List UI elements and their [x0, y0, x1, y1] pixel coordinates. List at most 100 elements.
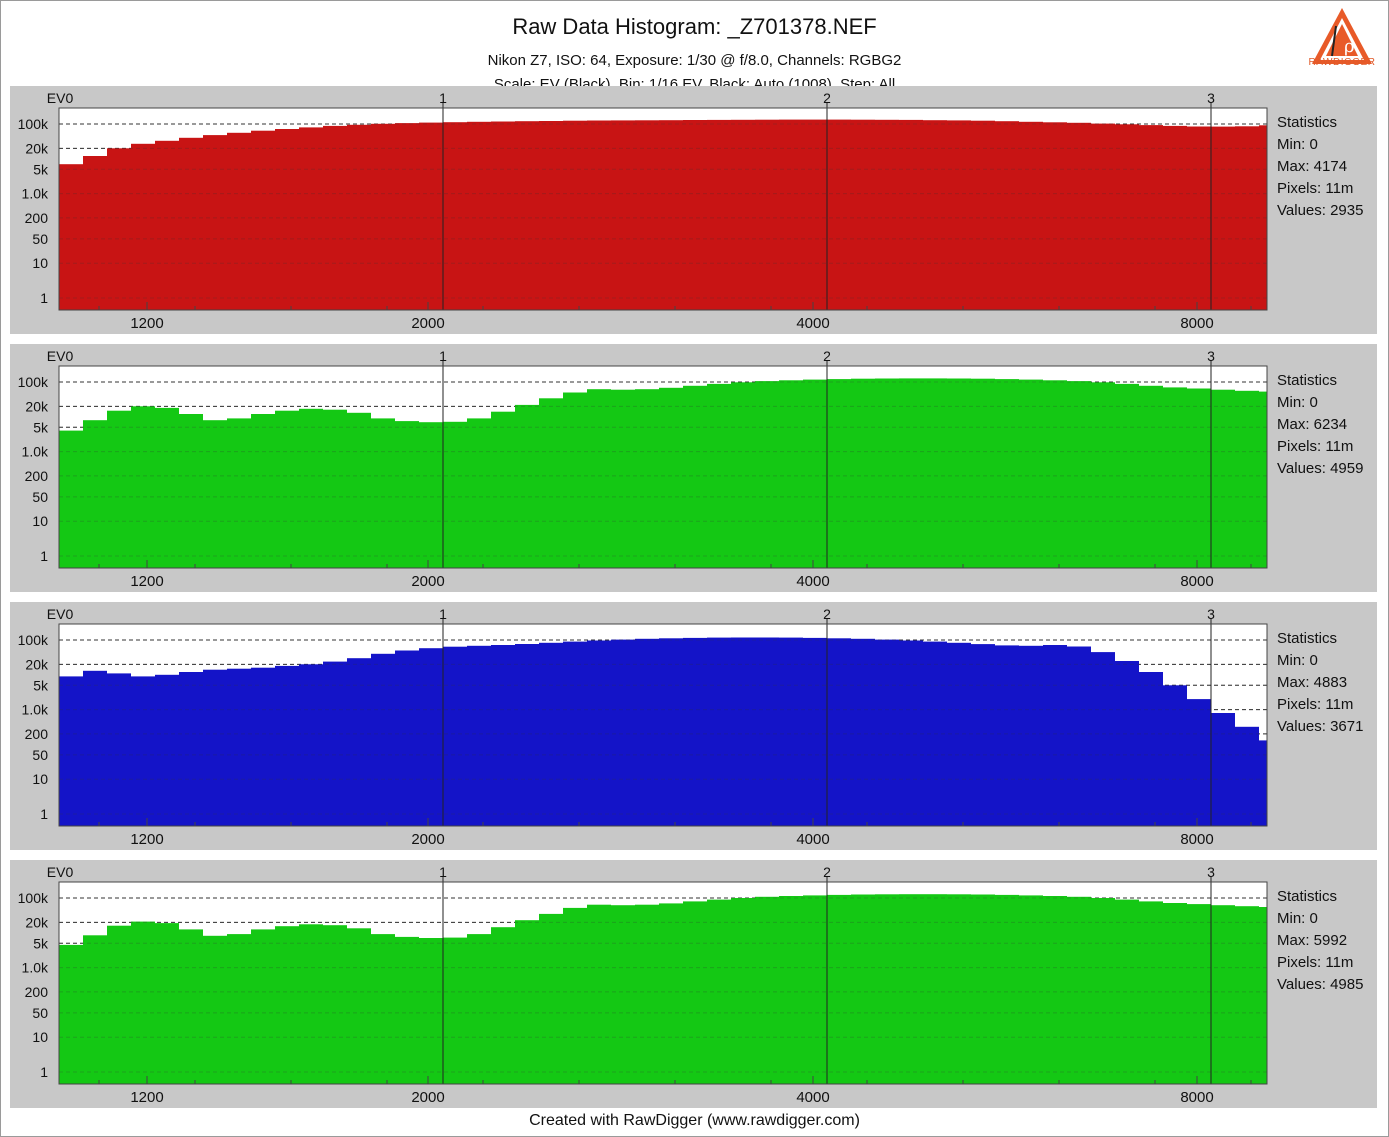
stats-heading: Statistics	[1277, 630, 1338, 647]
y-tick-label: 200	[25, 984, 49, 1000]
histogram-bar	[371, 653, 395, 826]
histogram-bar	[203, 420, 227, 568]
ev-tick-label: 2	[823, 348, 831, 364]
histogram-bar	[995, 121, 1019, 310]
histogram-bar	[1211, 713, 1235, 826]
histogram-bar	[635, 120, 659, 310]
y-tick-label: 10	[32, 771, 48, 787]
histogram-bar	[443, 937, 467, 1084]
histogram-bar	[443, 646, 467, 826]
histogram-bar	[611, 120, 635, 311]
x-tick-label: 1200	[130, 1089, 163, 1106]
histogram-bar	[107, 410, 131, 568]
histogram-bar	[275, 665, 299, 826]
histogram-bar	[587, 640, 611, 826]
histogram-bar	[275, 926, 299, 1084]
stats-box-green: Statistics Min: 0 Max: 6234 Pixels: 11m …	[1277, 370, 1377, 480]
histogram-bar	[59, 944, 83, 1084]
histogram-bar	[731, 382, 755, 568]
histogram-bar	[515, 644, 539, 826]
histogram-bar	[611, 389, 635, 568]
svg-text:ρ: ρ	[1344, 36, 1355, 57]
histogram-plot-green2: 100k 20k 5k 1.0k 200 50 10 1 EV0 1 2 3 1200 2000 4000 8…	[18, 864, 1268, 1106]
ev-tick-label: 1	[439, 90, 447, 106]
ev-tick-label: 3	[1207, 90, 1215, 106]
y-tick-label: 50	[32, 747, 48, 763]
histogram-bar	[395, 936, 419, 1084]
plot-border	[58, 881, 1268, 1085]
histogram-bar	[467, 934, 491, 1084]
histogram-bar	[1067, 896, 1091, 1084]
ev-tick-label: 2	[823, 90, 831, 106]
histogram-bar	[1163, 903, 1187, 1084]
logo-text: RAWDIGGER	[1308, 57, 1376, 68]
histogram-bar	[971, 894, 995, 1084]
histogram-bar	[779, 637, 803, 826]
y-tick-label: 5k	[33, 419, 49, 435]
stats-min: Min: 0	[1277, 136, 1318, 153]
y-tick-label: 100k	[18, 890, 49, 906]
histogram-bar	[971, 378, 995, 568]
y-tick-label: 100k	[18, 632, 49, 648]
footer-credit: Created with RawDigger (www.rawdigger.co…	[529, 1112, 860, 1129]
histogram-bar	[851, 638, 875, 826]
histogram-bar	[563, 392, 587, 568]
histogram-bar	[1091, 123, 1115, 310]
histogram-bar	[1115, 383, 1139, 568]
histogram-bar	[323, 925, 347, 1084]
histogram-bar	[299, 408, 323, 568]
histogram-bar	[1139, 901, 1163, 1084]
histogram-bar	[659, 903, 683, 1084]
histogram-bar	[227, 418, 251, 568]
histogram-bar	[947, 642, 971, 826]
histogram-bar	[371, 418, 395, 568]
y-tick-label: 10	[32, 513, 48, 529]
histogram-bar	[107, 148, 131, 310]
histogram-bar	[107, 925, 131, 1084]
y-tick-label: 1.0k	[22, 702, 49, 718]
histogram-bar	[683, 385, 707, 568]
histogram-bar	[131, 143, 155, 310]
histogram-bar	[83, 420, 107, 568]
stats-max: Max: 4174	[1277, 158, 1348, 175]
histogram-bar	[419, 648, 443, 826]
histogram-bar	[155, 140, 179, 310]
histogram-bar	[827, 119, 851, 310]
histogram-bar	[1235, 126, 1259, 310]
histogram-bar	[347, 124, 371, 310]
histogram-bar	[203, 135, 227, 310]
histogram-bar	[923, 894, 947, 1084]
ev-tick-label: EV0	[47, 864, 74, 880]
histogram-bar	[923, 120, 947, 310]
stats-max: Max: 5992	[1277, 932, 1348, 949]
histogram-bar	[59, 430, 83, 568]
stats-box-red: Statistics Min: 0 Max: 4174 Pixels: 11m …	[1277, 112, 1377, 222]
histogram-bar	[1235, 906, 1259, 1084]
histogram-bar	[251, 667, 275, 826]
histogram-panel-blue: 100k 20k 5k 1.0k 200 50 10 1 EV0 1 2 3 1200 2000 4000 8…	[10, 602, 1377, 850]
histogram-bar	[275, 129, 299, 310]
ev-tick-label: 2	[823, 864, 831, 880]
histogram-bar	[251, 130, 275, 310]
histogram-bar	[299, 127, 323, 311]
histogram-bar	[947, 894, 971, 1084]
histogram-bar	[251, 929, 275, 1084]
histogram-bar	[755, 896, 779, 1084]
x-tick-label: 2000	[411, 831, 444, 848]
histogram-bar	[59, 164, 83, 310]
histogram-bar	[611, 905, 635, 1084]
histogram-bar	[83, 935, 107, 1084]
histogram-bar	[155, 923, 179, 1084]
histogram-bar	[371, 123, 395, 310]
ev-tick-label: 1	[439, 348, 447, 364]
histogram-bar	[131, 676, 155, 826]
histogram-bar	[395, 650, 419, 826]
histogram-bar	[1163, 125, 1187, 311]
histogram-bar	[731, 119, 755, 310]
histogram-bar	[347, 412, 371, 568]
histogram-bar	[707, 383, 731, 568]
histogram-bar	[443, 122, 467, 310]
histogram-bar	[1259, 391, 1267, 568]
histogram-bar	[179, 672, 203, 826]
y-tick-label: 20k	[25, 140, 49, 156]
